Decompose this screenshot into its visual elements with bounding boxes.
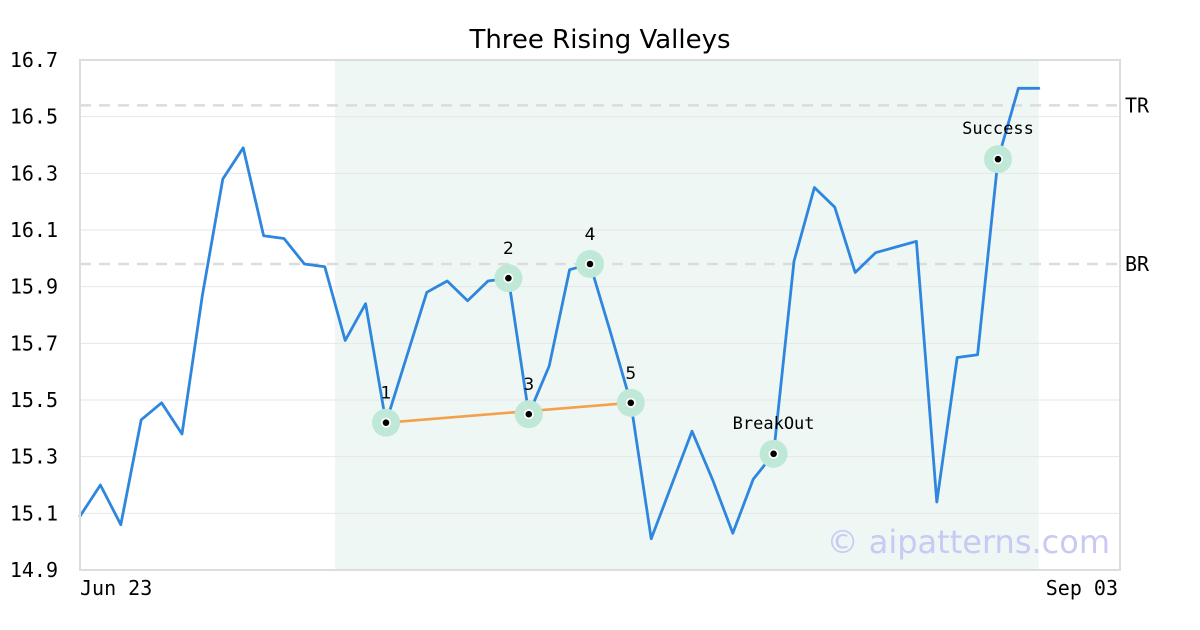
success-marker-dot <box>994 155 1002 163</box>
chart-title: Three Rising Valleys <box>468 25 730 55</box>
reference-label-br: BR <box>1125 252 1150 276</box>
pattern-region <box>335 60 1039 570</box>
pattern-point-label: 2 <box>503 239 514 259</box>
y-tick-label: 14.9 <box>10 558 58 582</box>
y-tick-label: 15.5 <box>10 388 58 412</box>
pattern-point-1-dot <box>382 419 390 426</box>
y-tick-label: 16.1 <box>10 218 58 242</box>
price-line <box>78 86 1041 541</box>
pattern-point-3-dot <box>525 410 533 418</box>
y-tick-label: 15.1 <box>10 501 58 525</box>
reference-label-tr: TR <box>1125 93 1150 117</box>
pattern-points-layer: 1 2 3 4 5 BreakOut Success <box>372 119 1034 468</box>
pattern-point-label: 4 <box>585 225 596 245</box>
pattern-point-5-dot <box>627 399 635 407</box>
pattern-point-label: 3 <box>523 375 534 395</box>
pattern-point-2-dot <box>505 274 512 282</box>
x-tick-label: Jun 23 <box>80 576 152 600</box>
success-label: Success <box>962 119 1034 139</box>
series-layer <box>78 86 1041 541</box>
valley-trend-line <box>385 401 631 424</box>
pattern-point-label: 1 <box>381 384 392 404</box>
y-tick-label: 16.5 <box>10 105 58 129</box>
pattern-point-label: 5 <box>625 364 636 384</box>
watermark: © aipatterns.com <box>827 523 1110 561</box>
y-tick-label: 15.3 <box>10 445 58 469</box>
plot-frame <box>79 59 1121 571</box>
y-tick-label: 16.7 <box>10 48 58 72</box>
background-layer <box>335 60 1039 570</box>
y-tick-label: 15.7 <box>10 331 58 355</box>
x-tick-label: Sep 03 <box>1046 576 1118 600</box>
y-tick-label: 16.3 <box>10 161 58 185</box>
axes-layer: 14.9 15.1 15.3 15.5 15.7 15.9 16.1 16.3 16.5 16.7… <box>10 48 1118 600</box>
breakout-label: BreakOut <box>733 414 815 434</box>
y-tick-label: 15.9 <box>10 275 58 299</box>
pattern-point-4-dot <box>586 260 594 268</box>
breakout-marker-dot <box>770 450 777 458</box>
